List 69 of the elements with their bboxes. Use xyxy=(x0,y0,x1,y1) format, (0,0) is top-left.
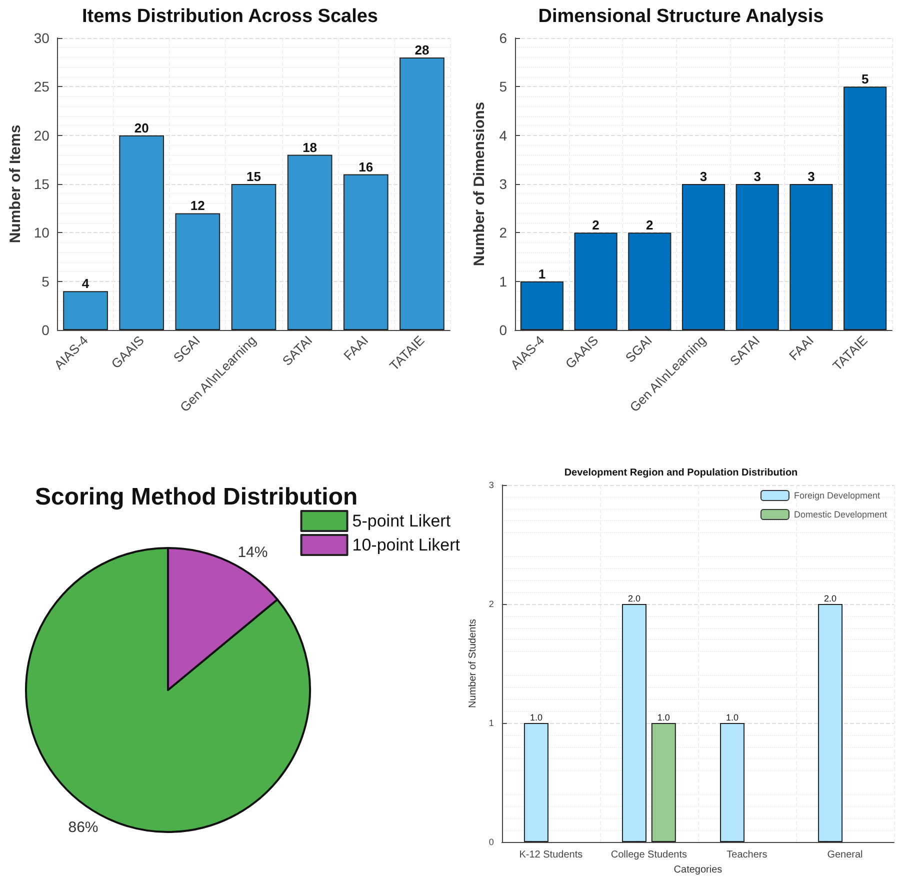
data-label: 4 xyxy=(82,276,90,292)
y-tick-label: 1 xyxy=(488,718,494,728)
y-tick-label: 0 xyxy=(42,322,50,338)
legend-label: Domestic Development xyxy=(794,510,888,520)
y-axis-title: Number of Items xyxy=(7,124,24,244)
bar xyxy=(736,184,779,330)
y-tick-label: 5 xyxy=(42,273,50,290)
legend-label: 10-point Likert xyxy=(352,536,460,554)
legend-label: 5-point Likert xyxy=(352,512,451,530)
y-tick-label: 30 xyxy=(34,30,50,46)
x-tick-label: Teachers xyxy=(726,850,768,860)
bar xyxy=(628,232,672,330)
bar xyxy=(287,154,332,330)
data-label: 2 xyxy=(592,218,600,233)
y-axis-title: Number of Dimensions xyxy=(471,102,488,266)
chart-title: Development Region and Population Distribution xyxy=(564,468,798,478)
bar xyxy=(844,86,887,330)
bar xyxy=(63,291,108,330)
bar xyxy=(790,184,833,330)
y-tick-label: 25 xyxy=(34,78,50,95)
bar xyxy=(231,184,276,330)
x-tick-label: General xyxy=(827,850,863,860)
data-label: 1.0 xyxy=(657,712,670,722)
bar xyxy=(343,174,388,330)
chart-title: Scoring Method Distribution xyxy=(35,484,358,510)
data-label: 3 xyxy=(754,169,761,184)
data-label: 28 xyxy=(414,42,430,58)
chart-title: Dimensional Structure Analysis xyxy=(538,6,824,27)
x-tick-label: College Students xyxy=(610,850,688,860)
y-tick-label: 10 xyxy=(34,224,50,241)
bar xyxy=(574,232,618,330)
y-tick-label: 2 xyxy=(499,224,508,241)
data-label: 14% xyxy=(238,544,268,561)
y-tick-label: 3 xyxy=(488,480,494,490)
data-label: 16 xyxy=(358,159,374,174)
data-label: 18 xyxy=(302,140,318,155)
data-label: 20 xyxy=(134,120,149,136)
y-tick-label: 3 xyxy=(499,176,508,192)
x-axis-title: Categories xyxy=(674,864,722,876)
data-label: 3 xyxy=(808,169,815,184)
bar xyxy=(682,184,726,330)
bar xyxy=(400,57,444,330)
data-label: 1.0 xyxy=(726,712,739,722)
data-label: 15 xyxy=(246,169,261,184)
y-tick-label: 15 xyxy=(34,176,50,192)
data-label: 5 xyxy=(861,72,869,87)
bar xyxy=(119,135,164,330)
data-label: 1 xyxy=(538,266,546,282)
y-tick-label: 20 xyxy=(34,127,50,144)
data-label: 2.0 xyxy=(628,594,640,604)
y-tick-label: 1 xyxy=(499,273,508,290)
y-tick-label: 6 xyxy=(499,30,508,46)
y-tick-label: 0 xyxy=(488,837,494,847)
legend-label: Foreign Development xyxy=(794,490,881,500)
y-tick-label: 0 xyxy=(499,322,508,338)
bar xyxy=(520,281,564,330)
bar xyxy=(175,213,220,330)
data-label: 1.0 xyxy=(530,712,542,722)
data-label: 2.0 xyxy=(824,594,837,604)
y-tick-label: 4 xyxy=(499,127,508,144)
data-label: 2 xyxy=(646,218,654,233)
x-tick-label: K-12 Students xyxy=(519,850,583,860)
y-axis-title: Number of Students xyxy=(468,619,478,708)
data-label: 3 xyxy=(700,169,708,184)
y-tick-label: 5 xyxy=(499,78,508,95)
y-tick-label: 2 xyxy=(488,599,494,609)
data-label: 86% xyxy=(68,819,98,836)
data-label: 12 xyxy=(190,198,205,214)
chart-title: Items Distribution Across Scales xyxy=(82,6,378,27)
